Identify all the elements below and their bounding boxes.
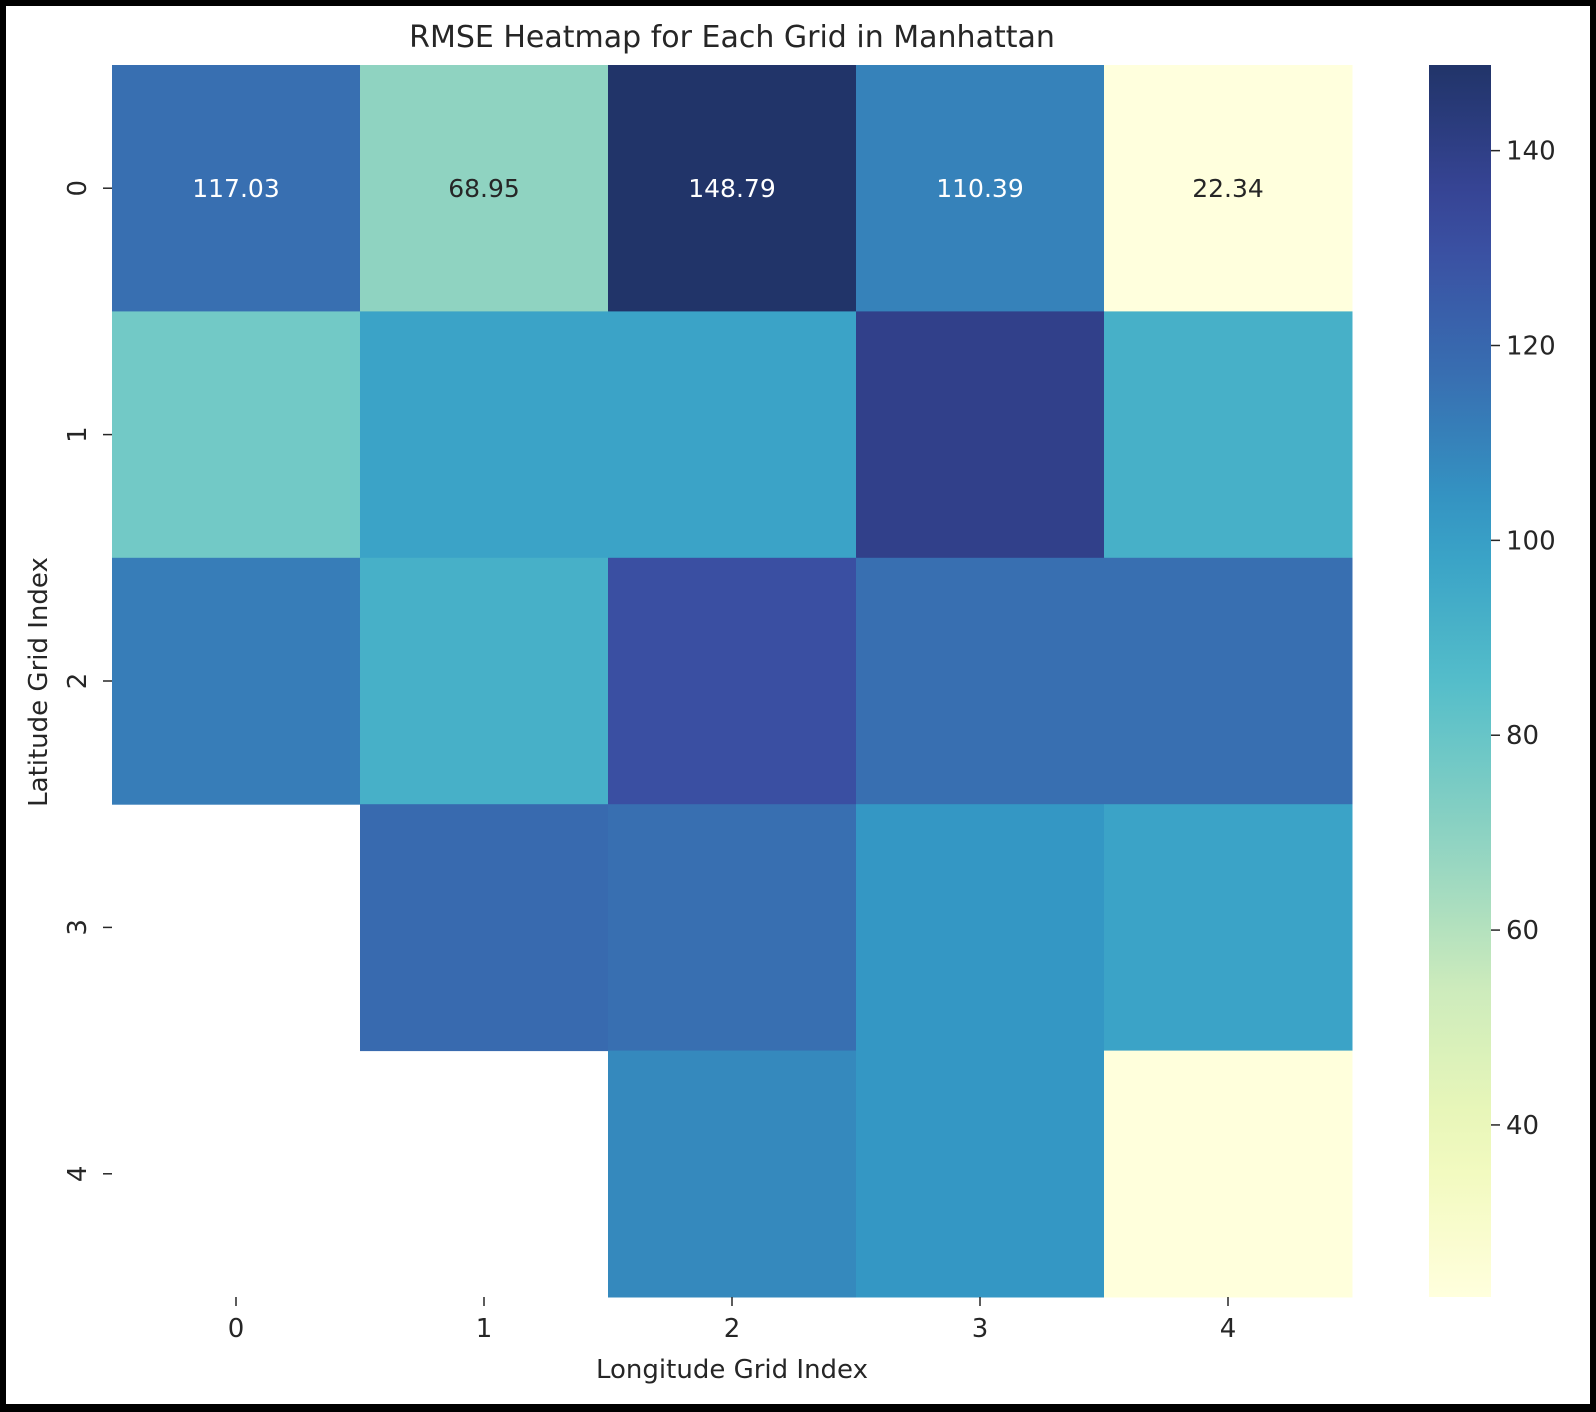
colorbar-tick-label-5: 140 (1506, 137, 1556, 167)
x-tick-label-0: 0 (228, 1314, 245, 1344)
heatmap-cell-0-2 (608, 65, 857, 312)
x-tick-label-1: 1 (476, 1314, 493, 1344)
y-axis-ticks: 0 1 2 3 4 (63, 180, 112, 1182)
colorbar-tick-label-0: 40 (1506, 1111, 1539, 1141)
heatmap-cell-0-1 (360, 65, 609, 312)
y-tick-label-3: 3 (63, 919, 93, 936)
colorbar (1429, 65, 1491, 1297)
cell-label-0-3: 110.39 (936, 174, 1023, 203)
colorbar-tick-label-3: 100 (1506, 526, 1556, 556)
cell-label-0-4: 22.34 (1192, 174, 1264, 203)
cell-label-0-0: 117.03 (192, 174, 279, 203)
colorbar-tick-label-4: 120 (1506, 332, 1556, 362)
heatmap-cell-1-2 (608, 311, 857, 559)
y-tick-label-4: 4 (63, 1166, 93, 1183)
heatmap-cell-1-1 (360, 311, 609, 559)
heatmap-cell-4-2 (608, 1050, 857, 1298)
y-tick-label-0: 0 (63, 180, 93, 197)
colorbar-ticks: 40 60 80 100 120 140 (1491, 137, 1556, 1141)
heatmap-cell-2-2 (608, 557, 857, 805)
heatmap-cell-2-3 (856, 557, 1105, 805)
heatmap-cell-0-3 (856, 65, 1105, 312)
heatmap-cells (112, 65, 1353, 1298)
heatmap-cell-2-0 (112, 557, 361, 805)
chart-title: RMSE Heatmap for Each Grid in Manhattan (409, 20, 1055, 55)
heatmap-cell-3-2 (608, 804, 857, 1052)
colorbar-tick-label-1: 60 (1506, 916, 1539, 946)
heatmap-cell-2-1 (360, 557, 609, 805)
x-tick-label-2: 2 (724, 1314, 741, 1344)
y-axis-label: Latitude Grid Index (24, 557, 54, 807)
x-axis-ticks: 0 1 2 3 4 (228, 1297, 1237, 1344)
cell-label-0-2: 148.79 (688, 174, 775, 203)
heatmap-cell-3-1 (360, 804, 609, 1052)
heatmap-cell-2-4 (1104, 557, 1353, 805)
heatmap-cell-4-3 (856, 1050, 1105, 1298)
x-tick-label-4: 4 (1220, 1314, 1237, 1344)
heatmap-cell-0-0 (112, 65, 361, 312)
heatmap-cell-0-4 (1104, 65, 1353, 312)
x-tick-label-3: 3 (972, 1314, 989, 1344)
cell-label-0-1: 68.95 (448, 174, 520, 203)
y-tick-label-2: 2 (63, 673, 93, 690)
colorbar-tick-label-2: 80 (1506, 721, 1539, 751)
x-axis-label: Longitude Grid Index (596, 1355, 868, 1385)
heatmap-cell-1-0 (112, 311, 361, 559)
heatmap-cell-3-3 (856, 804, 1105, 1052)
heatmap-cell-3-4 (1104, 804, 1353, 1052)
y-tick-label-1: 1 (63, 426, 93, 443)
heatmap-cell-1-3 (856, 311, 1105, 559)
heatmap-cell-1-4 (1104, 311, 1353, 559)
cell-value-labels: 117.03 68.95 148.79 110.39 22.34 (192, 174, 1264, 203)
heatmap-cell-4-4 (1104, 1050, 1353, 1298)
